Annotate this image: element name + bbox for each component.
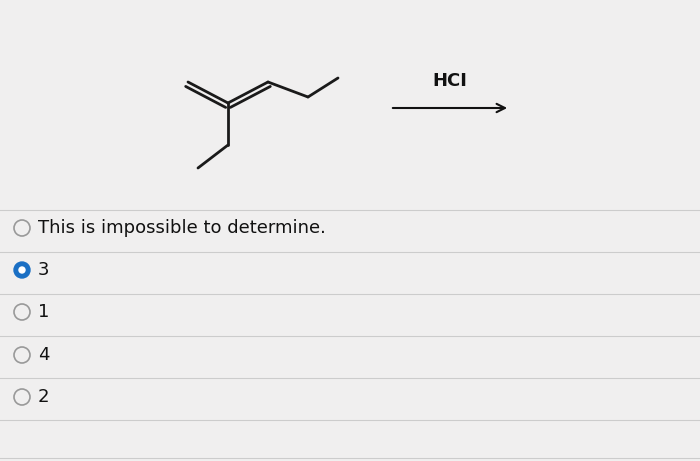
Circle shape [14,304,30,320]
Text: HCI: HCI [433,72,468,90]
Circle shape [14,347,30,363]
Circle shape [19,267,25,273]
Circle shape [14,220,30,236]
Text: 2: 2 [38,388,50,406]
Text: 1: 1 [38,303,50,321]
Text: 3: 3 [38,261,50,279]
Text: This is impossible to determine.: This is impossible to determine. [38,219,326,237]
Text: 4: 4 [38,346,50,364]
Circle shape [14,389,30,405]
Circle shape [14,262,30,278]
